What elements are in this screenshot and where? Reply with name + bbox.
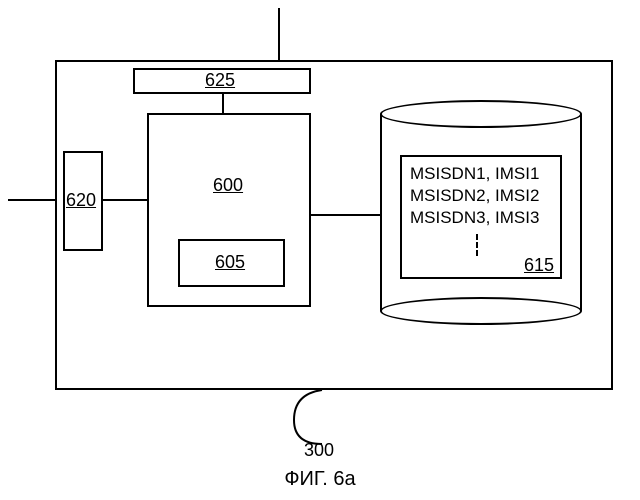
conn-625-600 <box>222 94 224 113</box>
conn-620-600 <box>103 199 147 201</box>
cylinder-615: MSISDN1, IMSI1 MSISDN2, IMSI2 MSISDN3, I… <box>380 100 582 325</box>
label-300: 300 <box>304 440 334 461</box>
label-605: 605 <box>215 252 245 273</box>
conn-600-615 <box>311 214 381 216</box>
label-615: 615 <box>524 255 554 276</box>
pointer-300 <box>292 386 352 446</box>
cyl-row-2: MSISDN2, IMSI2 <box>410 185 539 207</box>
figure-caption: ФИГ. 6a <box>0 468 640 491</box>
lead-top <box>278 8 280 68</box>
label-600: 600 <box>213 175 243 196</box>
label-625: 625 <box>205 70 235 91</box>
lead-left <box>8 199 56 201</box>
cyl-row-1: MSISDN1, IMSI1 <box>410 163 539 185</box>
label-620: 620 <box>66 190 96 211</box>
cyl-dash <box>476 234 478 256</box>
cyl-row-3: MSISDN3, IMSI3 <box>410 207 539 229</box>
diagram-canvas: 625 620 600 605 MSISDN1, IMSI1 MSISDN2, … <box>0 0 640 500</box>
